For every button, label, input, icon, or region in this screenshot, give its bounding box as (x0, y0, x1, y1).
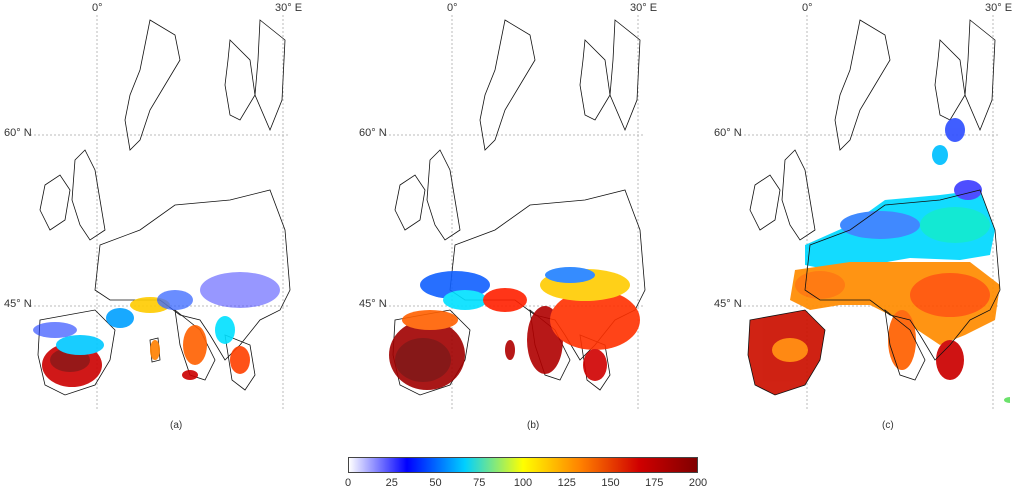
colorbar-tick-label: 175 (645, 477, 664, 489)
map-a (30, 15, 291, 410)
map-panel-a: 0° 30° E 60° N 45° N (a) (0, 0, 303, 440)
lat-60n-label: 60° N (4, 127, 32, 139)
colorbar-tick-label: 50 (429, 477, 442, 489)
map-c (740, 15, 1010, 410)
lon-30e-label: 30° E (630, 2, 658, 14)
lat-45n-label: 45° N (4, 298, 32, 310)
panel-label-b: (b) (527, 420, 540, 431)
map-panel-c: 0° 30° E 60° N 45° N (c) (710, 0, 1013, 440)
map-panel-b: 0° 30° E 60° N 45° N (b) (355, 0, 658, 440)
lat-60n-label: 60° N (714, 127, 742, 139)
lon-0-label: 0° (447, 2, 458, 14)
colorbar-tick-label: 25 (385, 477, 398, 489)
colorbar-tick-label: 0 (344, 477, 352, 489)
lon-0-label: 0° (802, 2, 813, 14)
colorbar-tick-label: 100 (513, 477, 533, 489)
colorbar-tick-label: 75 (473, 477, 486, 489)
lat-60n-label: 60° N (359, 127, 387, 139)
lon-30e-label: 30° E (985, 2, 1013, 14)
panel-label-a: (a) (170, 420, 183, 431)
colorbar-tick-label: 150 (601, 477, 620, 489)
colorbar-tick-label: 125 (557, 477, 576, 489)
lat-45n-label: 45° N (714, 298, 742, 310)
colorbar (348, 457, 698, 473)
lon-0-label: 0° (92, 2, 103, 14)
lon-30e-label: 30° E (275, 2, 303, 14)
colorbar-tick-label: 200 (688, 477, 708, 489)
panel-label-c: (c) (882, 420, 894, 431)
lat-45n-label: 45° N (359, 298, 387, 310)
map-b (385, 15, 646, 410)
